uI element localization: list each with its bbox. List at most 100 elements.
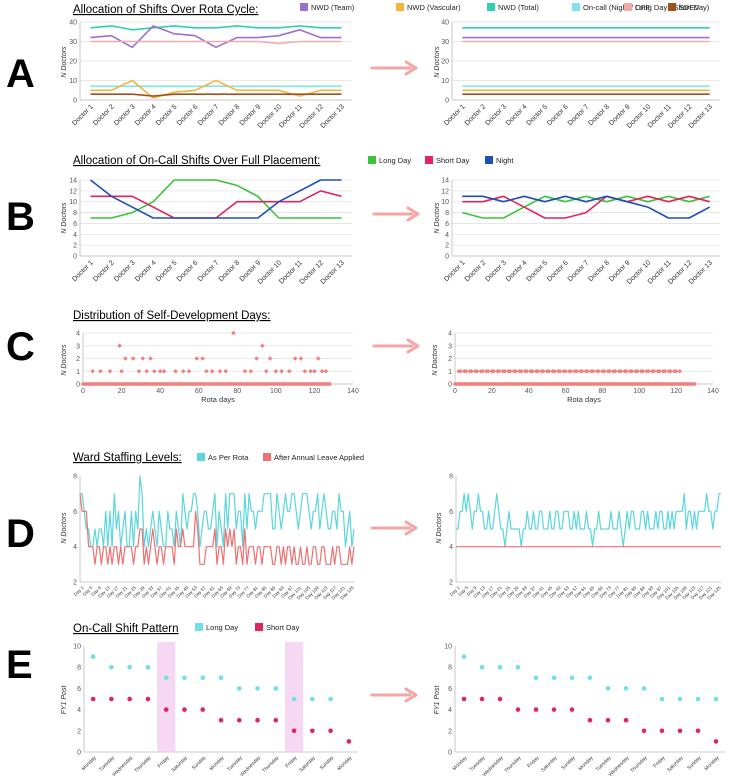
legend-swatch	[668, 3, 676, 11]
panel-title: Allocation of Shifts Over Rota Cycle:	[73, 4, 258, 16]
legend-item: Short Day	[425, 156, 470, 165]
scatter-point	[255, 717, 260, 723]
x-tick-label: 120	[670, 388, 682, 395]
legend-item: After Annual Leave Applied	[263, 453, 364, 462]
x-tick-label: Monday	[336, 755, 353, 772]
x-tick-label: 140	[707, 388, 719, 395]
x-tick-label: Doctor 8	[218, 259, 242, 283]
x-tick-label: Doctor 7	[197, 259, 221, 283]
y-tick-label: 2	[77, 728, 81, 735]
arrow-head	[404, 60, 418, 76]
legend-label: As Per Rota	[208, 453, 249, 462]
scatter-point	[601, 368, 607, 374]
scatter-point	[662, 368, 668, 374]
scatter-point	[479, 664, 485, 670]
y-tick-label: 40	[441, 20, 449, 27]
y-axis-label: N Doctors	[436, 512, 443, 544]
legend-swatch	[624, 3, 632, 11]
scatter-point	[90, 696, 96, 702]
scatter-point	[651, 368, 657, 374]
x-tick-label: Doctor 2	[92, 259, 116, 283]
scatter-point	[194, 356, 200, 361]
legend-label: Long Day	[379, 156, 411, 165]
scatter-point	[273, 717, 279, 723]
scatter-point	[695, 696, 701, 702]
scatter-point	[695, 728, 701, 734]
legend-item: SDEV	[668, 3, 699, 12]
x-tick-label: Doctor 3	[484, 259, 508, 283]
scatter-point	[161, 368, 167, 374]
legend-swatch	[487, 3, 495, 11]
x-tick-label: 80	[599, 388, 607, 395]
scatter-point	[218, 717, 224, 723]
scatter-point	[507, 368, 513, 374]
scatter-point	[231, 330, 236, 336]
scatter-point	[463, 368, 469, 374]
scatter-point	[480, 368, 485, 374]
panel-letter: A	[6, 52, 35, 96]
x-tick-label: Doctor 1	[71, 259, 95, 283]
scatter-point	[273, 368, 279, 374]
scatter-point	[533, 675, 539, 681]
y-tick-label: 3	[448, 343, 452, 350]
x-tick-label: Doctor 5	[155, 259, 179, 283]
y-axis-label: N Doctors	[434, 202, 441, 234]
y-tick-label: 2	[73, 580, 77, 587]
x-tick-label: Doctor 6	[176, 259, 200, 283]
scatter-point	[98, 368, 103, 374]
x-tick-label: Monday	[81, 755, 98, 772]
scatter-point	[119, 368, 124, 374]
scatter-point	[157, 368, 163, 374]
legend-swatch	[255, 623, 263, 631]
y-tick-label: 40	[69, 20, 77, 27]
scatter-point	[109, 696, 114, 702]
scatter-point	[587, 717, 593, 723]
scatter-point	[479, 696, 485, 702]
x-tick-label: Monday	[209, 755, 226, 772]
scatter-point	[291, 696, 297, 702]
scatter-point	[90, 654, 96, 659]
scatter-point	[546, 368, 552, 374]
y-axis-label: N Doctors	[61, 344, 68, 376]
y-tick-label: 8	[448, 665, 452, 672]
scatter-point	[298, 356, 304, 361]
x-tick-label: Doctor 2	[464, 103, 488, 127]
x-tick-label: 60	[195, 388, 203, 395]
legend-item: OFF	[624, 3, 650, 12]
scatter-point	[657, 368, 662, 374]
x-tick-label: Doctor 5	[526, 103, 550, 127]
transition-arrow	[370, 687, 418, 703]
legend-item: On-call (Night / Long Day / Short Day)	[572, 3, 710, 12]
scatter-point	[673, 368, 679, 374]
legend-swatch	[425, 156, 433, 164]
series-line-off	[90, 40, 342, 45]
scatter-point	[310, 696, 315, 702]
x-tick-label: Doctor 5	[526, 259, 550, 283]
scatter-point	[200, 675, 206, 681]
y-tick-label: 8	[73, 210, 77, 217]
panel-letter: C	[6, 325, 35, 369]
y-tick-label: 2	[449, 580, 453, 587]
y-tick-label: 0	[77, 750, 81, 757]
scatter-point	[574, 368, 579, 374]
series-line-nwd_vascular	[90, 79, 342, 99]
scatter-point	[186, 368, 192, 374]
y-tick-label: 0	[445, 254, 449, 261]
scatter-point	[569, 675, 575, 681]
y-tick-label: 2	[445, 243, 449, 250]
scatter-point	[319, 368, 325, 374]
scatter-point	[263, 368, 269, 374]
scatter-point	[659, 696, 665, 702]
x-tick-label: Monday	[704, 755, 721, 772]
scatter-point	[668, 368, 673, 374]
scatter-point	[515, 707, 521, 712]
scatter-point	[312, 368, 317, 374]
scatter-point	[200, 356, 205, 361]
x-tick-label: Doctor 8	[218, 103, 242, 127]
x-tick-label: 100	[270, 388, 282, 395]
scatter-point	[248, 368, 254, 374]
x-tick-label: Saturday	[298, 755, 317, 774]
x-tick-label: Doctor 1	[443, 259, 467, 283]
